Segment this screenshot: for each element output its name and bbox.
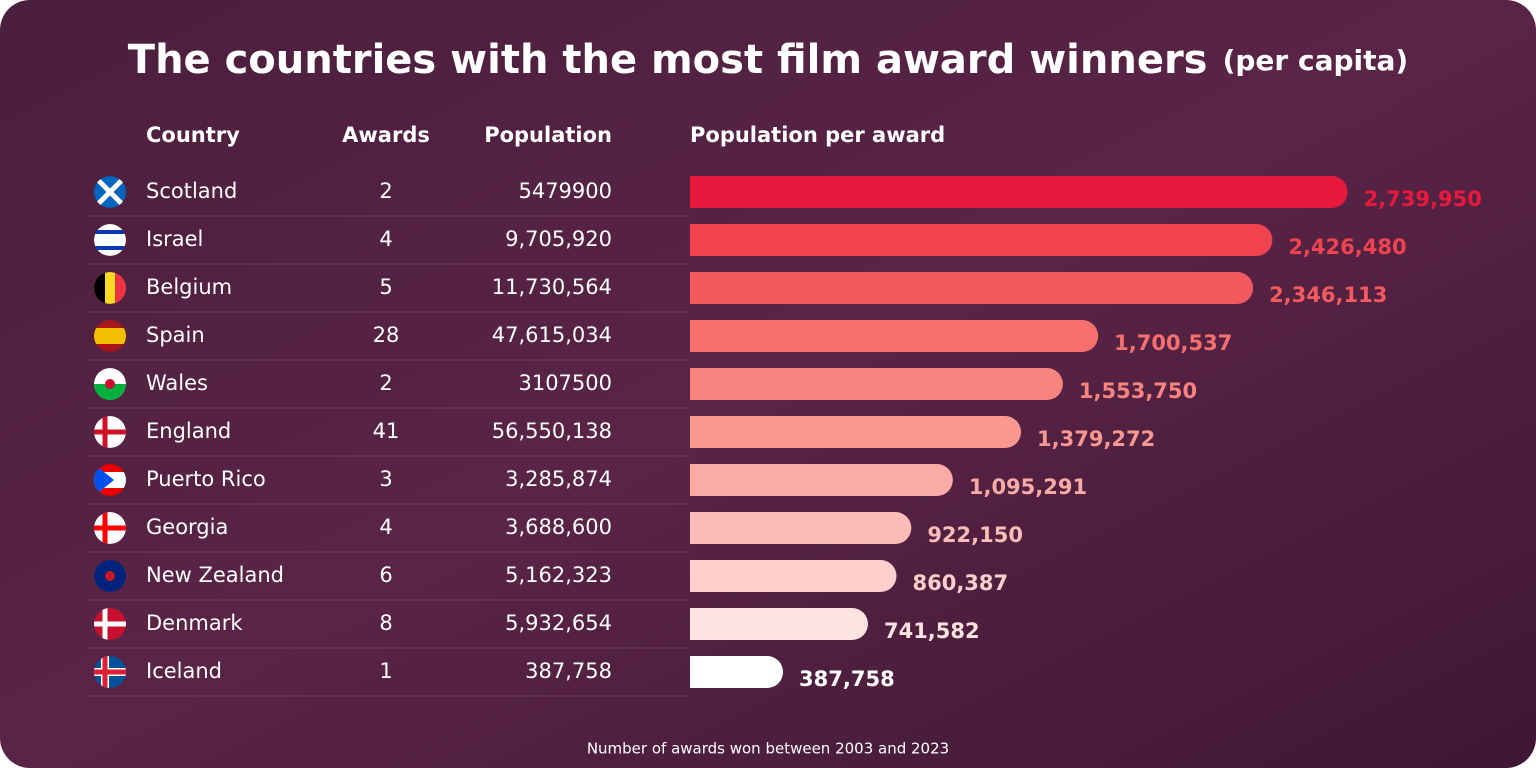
population-cell: 5479900 [518, 179, 612, 203]
population-cell: 3107500 [518, 371, 612, 395]
value-label: 1,700,537 [1114, 331, 1232, 355]
column-header: Population [484, 123, 612, 147]
value-label: 741,582 [884, 619, 980, 643]
column-header: Awards [342, 123, 430, 147]
flag [94, 320, 126, 352]
country-name: Iceland [146, 659, 222, 683]
country-name: Scotland [146, 179, 237, 203]
population-cell: 3,688,600 [505, 515, 612, 539]
population-cell: 47,615,034 [492, 323, 612, 347]
awards-cell: 28 [373, 323, 400, 347]
bar [690, 368, 1063, 400]
flag-saltire [94, 176, 126, 208]
flag-stripe [94, 230, 126, 234]
value-label: 922,150 [927, 523, 1023, 547]
country-name: Georgia [146, 515, 228, 539]
value-label: 860,387 [912, 571, 1008, 595]
awards-cell: 2 [379, 371, 392, 395]
flag-cross [102, 416, 108, 448]
flag-stripe [115, 272, 126, 304]
population-cell: 5,932,654 [505, 611, 612, 635]
title-main: The countries with the most film award w… [128, 37, 1208, 83]
flag [94, 512, 126, 544]
bar [690, 608, 868, 640]
country-name: Spain [146, 323, 205, 347]
awards-cell: 4 [379, 515, 392, 539]
awards-cell: 3 [379, 467, 392, 491]
population-cell: 9,705,920 [505, 227, 612, 251]
flag [94, 656, 126, 688]
awards-cell: 6 [379, 563, 392, 587]
population-cell: 5,162,323 [505, 563, 612, 587]
value-label: 1,095,291 [969, 475, 1087, 499]
population-cell: 3,285,874 [505, 467, 612, 491]
value-label: 2,346,113 [1269, 283, 1387, 307]
bar [690, 320, 1099, 352]
flag-stripe [94, 384, 126, 400]
population-cell: 11,730,564 [492, 275, 612, 299]
awards-cell: 41 [373, 419, 400, 443]
bar [690, 512, 912, 544]
flag-emblem [105, 379, 115, 389]
flag-cross [94, 621, 126, 627]
awards-cell: 5 [379, 275, 392, 299]
country-name: Israel [146, 227, 203, 251]
title-sub: (per capita) [1223, 44, 1409, 77]
bar [690, 272, 1254, 304]
country-name: Puerto Rico [146, 467, 266, 491]
flag-stripe [94, 246, 126, 250]
flag-stripe [94, 272, 105, 304]
country-name: New Zealand [146, 563, 284, 587]
awards-cell: 8 [379, 611, 392, 635]
bar [690, 464, 953, 496]
flag-cross [102, 656, 108, 688]
bar [690, 560, 897, 592]
footnote: Number of awards won between 2003 and 20… [587, 740, 949, 758]
bar [690, 224, 1273, 256]
population-cell: 56,550,138 [492, 419, 612, 443]
flag-stripe [94, 328, 126, 344]
value-label: 1,553,750 [1079, 379, 1197, 403]
flag [94, 272, 126, 304]
flag [94, 464, 126, 496]
column-header: Population per award [690, 123, 945, 147]
awards-cell: 4 [379, 227, 392, 251]
awards-cell: 1 [379, 659, 392, 683]
population-cell: 387,758 [525, 659, 612, 683]
flag-cross [102, 512, 108, 544]
awards-cell: 2 [379, 179, 392, 203]
flag-emblem [105, 571, 115, 581]
bar [690, 416, 1022, 448]
country-name: Denmark [146, 611, 243, 635]
country-name: Belgium [146, 275, 232, 299]
flag-triangle [94, 464, 114, 496]
title: The countries with the most film award w… [128, 37, 1408, 83]
flag [94, 224, 126, 256]
country-name: England [146, 419, 231, 443]
flag [94, 608, 126, 640]
flag-field [94, 224, 126, 256]
flag-cross [94, 429, 126, 435]
country-name: Wales [146, 371, 208, 395]
bar [690, 656, 784, 688]
flag-cross [94, 525, 126, 531]
column-header: Country [146, 123, 240, 147]
flag [94, 368, 126, 400]
flag-cross [102, 608, 108, 640]
flag [94, 416, 126, 448]
flag [94, 176, 126, 208]
value-label: 2,739,950 [1364, 187, 1482, 211]
bar [690, 176, 1348, 208]
value-label: 1,379,272 [1037, 427, 1155, 451]
value-label: 387,758 [799, 667, 895, 691]
flag-cross [94, 669, 126, 675]
value-label: 2,426,480 [1288, 235, 1406, 259]
flag [94, 560, 126, 592]
